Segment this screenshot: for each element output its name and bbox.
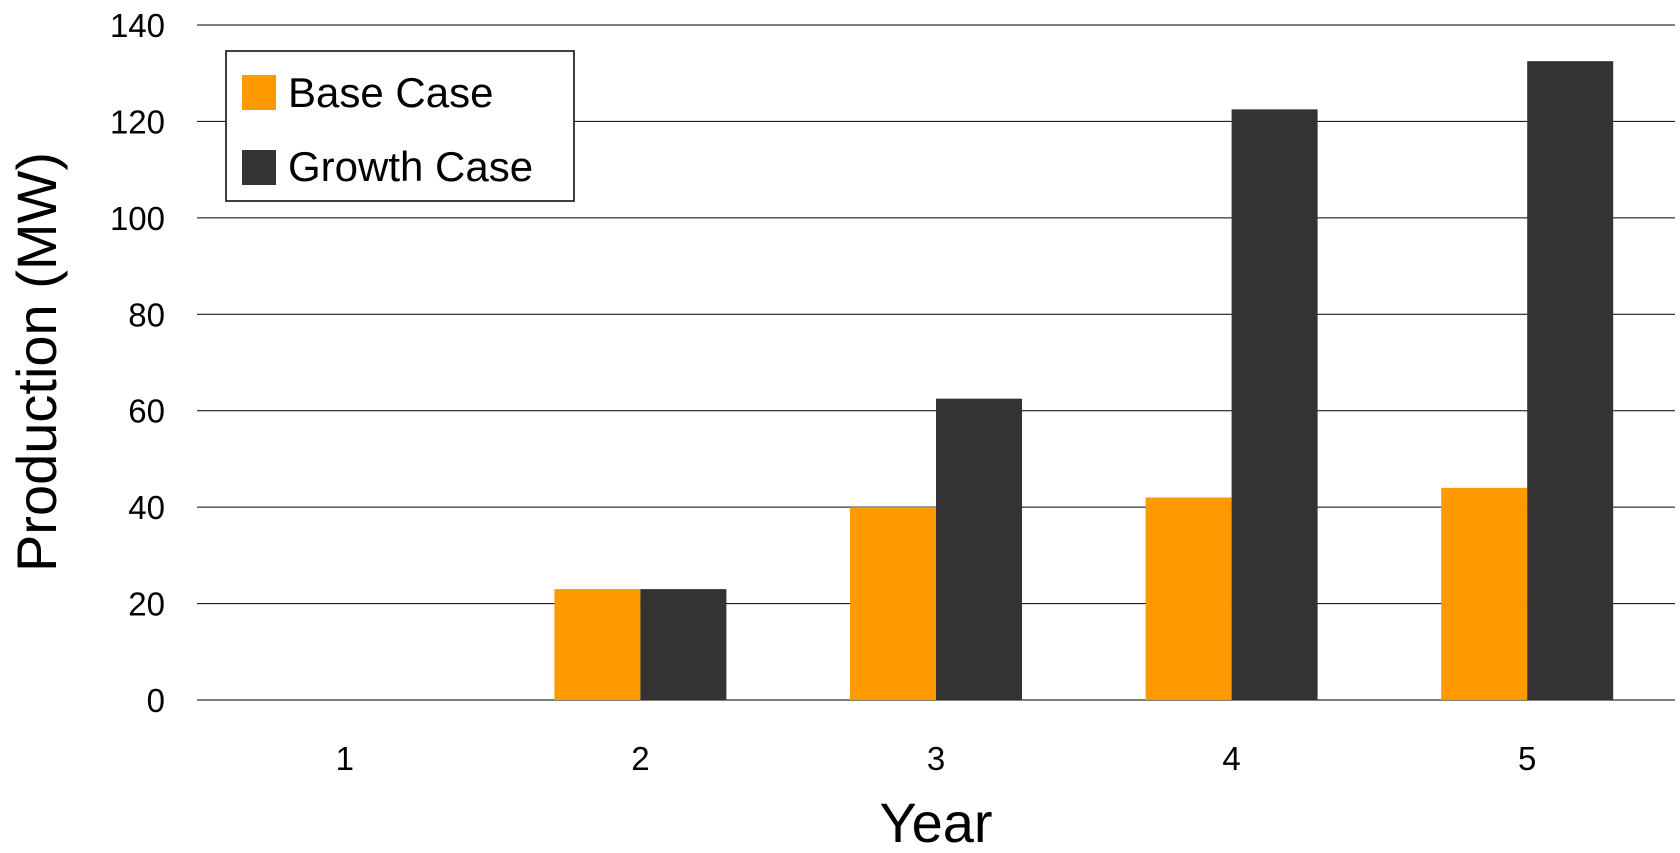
y-tick-label: 80 bbox=[128, 296, 165, 333]
y-tick-label: 100 bbox=[110, 200, 165, 237]
bar-growth-case-year-2 bbox=[640, 589, 727, 700]
legend-label-growth-case: Growth Case bbox=[288, 143, 533, 190]
legend-swatch-base-case bbox=[242, 75, 276, 110]
y-tick-label: 120 bbox=[110, 103, 165, 140]
legend-swatch-growth-case bbox=[242, 150, 276, 185]
y-tick-label: 140 bbox=[110, 7, 165, 44]
y-tick-label: 60 bbox=[128, 393, 165, 430]
y-tick-label: 0 bbox=[147, 682, 165, 719]
x-tick-label: 3 bbox=[927, 740, 945, 777]
bar-growth-case-year-5 bbox=[1527, 61, 1614, 701]
x-tick-label: 2 bbox=[631, 740, 649, 777]
x-tick-label: 1 bbox=[336, 740, 354, 777]
x-axis-ticks: 1 2 3 4 5 bbox=[336, 740, 1537, 777]
bar-base-case-year-4 bbox=[1145, 497, 1232, 700]
y-axis-title: Production (MW) bbox=[5, 152, 68, 572]
y-tick-label: 20 bbox=[128, 586, 165, 623]
x-axis-title: Year bbox=[879, 791, 992, 848]
bar-growth-case-year-3 bbox=[936, 398, 1022, 700]
legend: Base Case Growth Case bbox=[225, 50, 575, 202]
bar-growth-case-year-4 bbox=[1231, 109, 1318, 700]
x-tick-label: 5 bbox=[1518, 740, 1536, 777]
x-tick-label: 4 bbox=[1222, 740, 1240, 777]
y-axis-ticks: 0 20 40 60 80 100 120 140 bbox=[110, 7, 165, 719]
bars bbox=[554, 61, 1614, 701]
bar-base-case-year-5 bbox=[1441, 487, 1528, 700]
y-tick-label: 40 bbox=[128, 489, 165, 526]
legend-box bbox=[225, 50, 575, 202]
bar-base-case-year-2 bbox=[554, 589, 641, 700]
legend-label-base-case: Base Case bbox=[288, 69, 493, 116]
bar-base-case-year-3 bbox=[850, 507, 936, 700]
